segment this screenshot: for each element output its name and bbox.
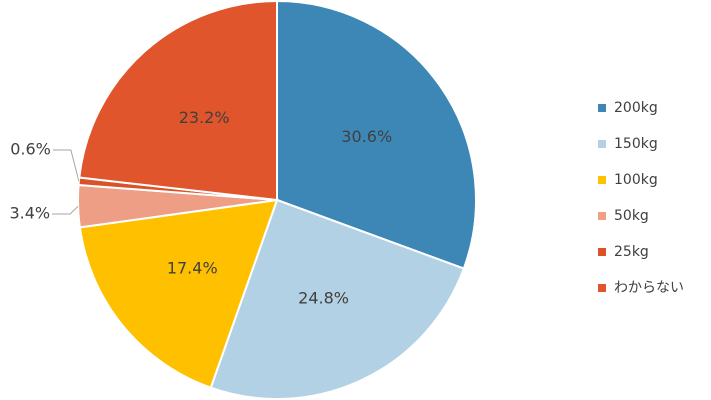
legend-label: 25kg [614,244,649,260]
data-label: 24.8% [298,289,349,308]
legend-swatch [598,284,606,292]
leader-line [52,205,79,215]
legend-label: 50kg [614,208,649,224]
legend-swatch [598,212,606,220]
pie-slice [276,0,477,270]
legend-swatch [598,248,606,256]
data-label: 30.6% [341,127,392,146]
pie-slice [78,198,279,389]
pie-slice [209,198,466,400]
data-label: 17.4% [167,259,218,278]
legend-swatch [598,140,606,148]
data-label: 0.6% [10,140,51,159]
data-label: 23.2% [179,108,230,127]
legend-label: 200kg [614,100,658,116]
legend-swatch [598,104,606,112]
data-label: 3.4% [9,204,50,223]
pie-slice [78,0,278,202]
legend-swatch [598,176,606,184]
leader-line [52,149,80,182]
legend-label: 150kg [614,136,658,152]
legend-label: 100kg [614,172,658,188]
legend-label: わからない [614,280,684,296]
